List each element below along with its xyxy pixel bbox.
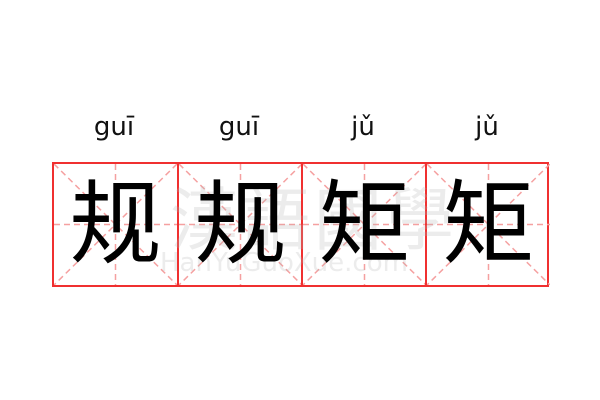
pinyin-3: jǔ [351,112,375,142]
guide-line [179,164,302,285]
guide-lines [427,164,550,285]
character-3: 矩 [318,171,411,278]
guide-line [54,164,177,285]
cell-divider [301,164,303,285]
guide-lines [54,164,177,285]
guide-lines [179,164,302,285]
watermark-chinese: 漢語國學 [170,182,459,261]
cell-divider [177,164,179,285]
grid-cell-1: 规 [54,164,177,285]
guide-line [179,164,302,285]
grid-cell-4: 矩 [427,164,550,285]
guide-line [303,164,426,285]
cell-divider [425,164,427,285]
guide-line [427,164,550,285]
character-4: 矩 [442,171,535,278]
pinyin-4: jǔ [475,112,499,142]
character-2: 规 [194,171,287,278]
character-1: 规 [69,171,162,278]
character-grid: 规 规 矩 矩 [52,162,550,287]
guide-lines [303,164,426,285]
guide-line [427,164,550,285]
guide-line [54,164,177,285]
grid-cell-2: 规 [179,164,302,285]
grid-cell-3: 矩 [303,164,426,285]
watermark-url: HanYuGuoXue.com [160,248,408,278]
guide-line [303,164,426,285]
pinyin-1: guī [93,112,135,142]
pinyin-2: guī [218,112,260,142]
